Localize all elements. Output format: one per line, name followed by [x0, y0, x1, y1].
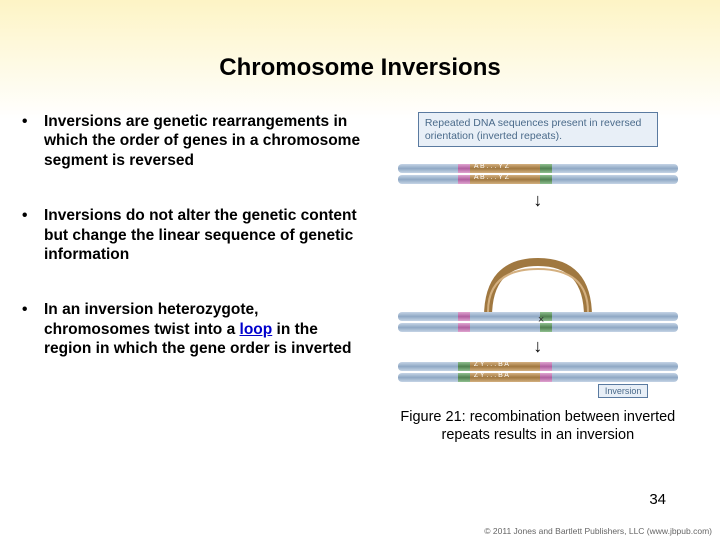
slide-title: Chromosome Inversions: [0, 0, 720, 92]
bullet-text: In an inversion heterozygote, chromosome…: [44, 300, 364, 358]
bullet-text: Inversions do not alter the genetic cont…: [44, 206, 364, 264]
chromosome-strand: A B . . . Y Z: [398, 175, 678, 184]
seq-label: A B . . . Y Z: [474, 163, 509, 170]
chromosome-pair-bottom: Z Y . . . B A Z Y . . . B A: [398, 362, 678, 384]
chromosome-strand: Z Y . . . B A: [398, 373, 678, 382]
copyright-text: © 2011 Jones and Bartlett Publishers, LL…: [484, 526, 712, 536]
inversion-badge: Inversion: [598, 384, 649, 398]
bullet-marker: •: [18, 112, 44, 170]
bullet-pre: In an inversion heterozygote, chromosome…: [44, 301, 258, 337]
bullet-marker: •: [18, 300, 44, 358]
chromosome-strand: A B . . . Y Z: [398, 164, 678, 173]
bullet-column: • Inversions are genetic rearrangements …: [18, 112, 374, 444]
chromosome-strand: Z Y . . . B A: [398, 362, 678, 371]
arrow-down-icon: ↓: [533, 190, 542, 211]
chromosome-pair-top: A B . . . Y Z A B . . . Y Z: [398, 164, 678, 186]
bullet-item: • Inversions do not alter the genetic co…: [18, 206, 364, 264]
content-area: • Inversions are genetic rearrangements …: [0, 92, 720, 444]
figure-caption: Figure 21: recombination between inverte…: [374, 408, 702, 444]
seq-label: Z Y . . . B A: [474, 372, 509, 379]
bullet-text: Inversions are genetic rearrangements in…: [44, 112, 364, 170]
bullet-marker: •: [18, 206, 44, 264]
figure-column: Repeated DNA sequences present in revers…: [374, 112, 702, 444]
seq-label: Z Y . . . B A: [474, 361, 509, 368]
loop-link[interactable]: loop: [240, 321, 273, 338]
arrow-down-icon: ↓: [533, 336, 542, 357]
bullet-item: • Inversions are genetic rearrangements …: [18, 112, 364, 170]
slide-number: 34: [649, 491, 666, 508]
bullet-rest: Inversions do not alter the genetic cont…: [44, 207, 357, 263]
seq-label: A B . . . Y Z: [474, 174, 509, 181]
diagram-label-box: Repeated DNA sequences present in revers…: [418, 112, 658, 147]
bullet-lead: Inversions: [44, 113, 122, 130]
crossover-icon: ×: [538, 314, 544, 326]
bullet-item: • In an inversion heterozygote, chromoso…: [18, 300, 364, 358]
inversion-diagram: Repeated DNA sequences present in revers…: [388, 112, 688, 402]
